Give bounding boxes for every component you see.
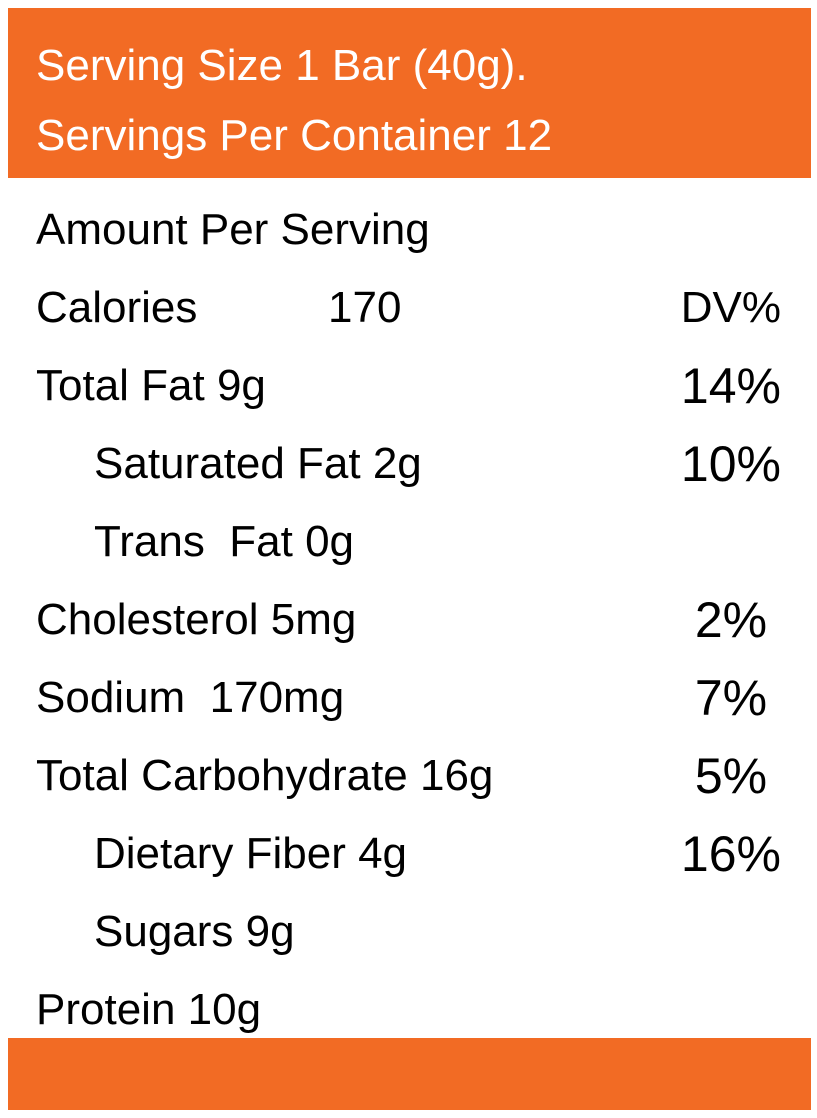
amount-per-serving-label: Amount Per Serving — [36, 205, 430, 254]
nutrient-row-dietary-fiber: Dietary Fiber 4g 16% — [8, 824, 811, 884]
nutrient-dv: 5% — [694, 748, 768, 804]
calories-row: Calories 170 DV% — [8, 278, 811, 338]
amount-per-serving-row: Amount Per Serving — [8, 200, 811, 260]
nutrient-name: Total Fat 9g — [36, 361, 266, 410]
nutrient-name: Cholesterol 5mg — [36, 595, 357, 644]
nutrient-name: Trans Fat 0g — [94, 517, 355, 566]
nutrient-row-sodium: Sodium 170mg 7% — [8, 668, 811, 728]
nutrient-dv: 2% — [694, 592, 768, 648]
nutrient-row-cholesterol: Cholesterol 5mg 2% — [8, 590, 811, 650]
footer-band — [8, 1038, 811, 1110]
nutrient-row-sugars: Sugars 9g — [8, 902, 811, 962]
nutrient-name: Total Carbohydrate 16g — [36, 751, 494, 800]
nutrient-name: Sugars 9g — [94, 907, 295, 956]
nutrient-name: Sodium 170mg — [36, 673, 345, 722]
nutrient-dv: 7% — [694, 670, 768, 726]
dv-header: DV% — [680, 283, 781, 332]
nutrient-row-saturated-fat: Saturated Fat 2g 10% — [8, 434, 811, 494]
nutrient-name: Saturated Fat 2g — [94, 439, 422, 488]
nutrition-label: Serving Size 1 Bar (40g). Servings Per C… — [8, 8, 811, 1110]
nutrient-name: Dietary Fiber 4g — [94, 829, 408, 878]
servings-per-container-text: Servings Per Container 12 — [36, 111, 553, 160]
calories-label: Calories — [36, 283, 198, 332]
serving-header: Serving Size 1 Bar (40g). Servings Per C… — [8, 8, 811, 178]
nutrient-dv: 10% — [680, 436, 781, 492]
nutrient-name: Protein 10g — [36, 985, 262, 1034]
calories-value: 170 — [328, 283, 402, 332]
serving-size-text: Serving Size 1 Bar (40g). — [36, 41, 528, 90]
nutrient-dv: 16% — [680, 826, 781, 882]
nutrient-row-total-fat: Total Fat 9g 14% — [8, 356, 811, 416]
nutrient-row-protein: Protein 10g — [8, 980, 811, 1040]
nutrient-row-total-carbohydrate: Total Carbohydrate 16g 5% — [8, 746, 811, 806]
nutrient-row-trans-fat: Trans Fat 0g — [8, 512, 811, 572]
nutrient-dv: 14% — [680, 358, 781, 414]
